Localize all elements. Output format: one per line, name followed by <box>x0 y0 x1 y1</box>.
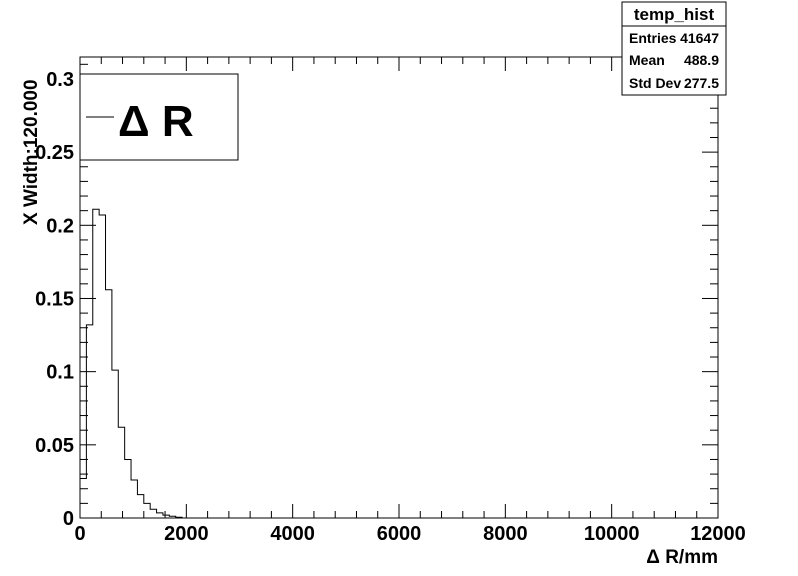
x-tick-label: 4000 <box>270 523 315 545</box>
histogram-bin <box>169 516 175 518</box>
stats-entries-label: Entries <box>629 30 677 46</box>
stats-stddev-value: 277.5 <box>684 75 719 91</box>
stats-stddev-label: Std Dev <box>629 75 681 91</box>
histogram-bin <box>106 290 112 518</box>
y-tick-label: 0 <box>63 508 74 530</box>
histogram-bin <box>112 370 118 518</box>
histogram-bin <box>131 480 137 518</box>
stats-box-title: temp_hist <box>634 5 715 24</box>
histogram-bin <box>157 513 163 518</box>
histogram-bin <box>137 495 143 518</box>
x-tick-label: 2000 <box>164 523 209 545</box>
y-tick-label: 0.25 <box>35 142 74 164</box>
x-tick-label: 10000 <box>584 523 640 545</box>
x-tick-label: 0 <box>74 523 85 545</box>
histogram-outline <box>79 208 183 518</box>
x-tick-label: 12000 <box>690 523 746 545</box>
x-tick-label: 6000 <box>377 523 422 545</box>
histogram-bin <box>150 509 156 518</box>
histogram-bin <box>144 503 150 518</box>
y-tick-label: 0.3 <box>46 69 74 91</box>
histogram-bin <box>118 427 124 518</box>
histogram-bin <box>80 478 86 518</box>
y-tick-label: 0.1 <box>46 362 74 384</box>
stats-mean-value: 488.9 <box>684 52 719 68</box>
histogram-bin <box>93 209 99 518</box>
y-axis-title: X Width:120.000 <box>21 79 42 225</box>
legend-label: Δ R <box>118 97 194 146</box>
y-tick-label: 0.05 <box>35 435 74 457</box>
legend: Δ R <box>79 73 239 161</box>
histogram-series <box>79 208 183 518</box>
histogram-bin <box>86 325 92 518</box>
y-tick-label: 0.15 <box>35 288 74 310</box>
histogram-bin <box>99 215 105 518</box>
stats-entries-value: 41647 <box>680 30 719 46</box>
stats-mean-label: Mean <box>629 52 665 68</box>
histogram-bin <box>125 459 131 518</box>
stats-box-frame <box>621 1 727 96</box>
x-tick-label: 8000 <box>483 523 528 545</box>
histogram-bin <box>176 517 182 518</box>
x-axis-title: Δ R/mm <box>646 547 718 568</box>
stats-box: temp_hist Entries 41647 Mean 488.9 Std D… <box>621 1 727 96</box>
histogram-bin <box>163 515 169 518</box>
y-tick-label: 0.2 <box>46 215 74 237</box>
